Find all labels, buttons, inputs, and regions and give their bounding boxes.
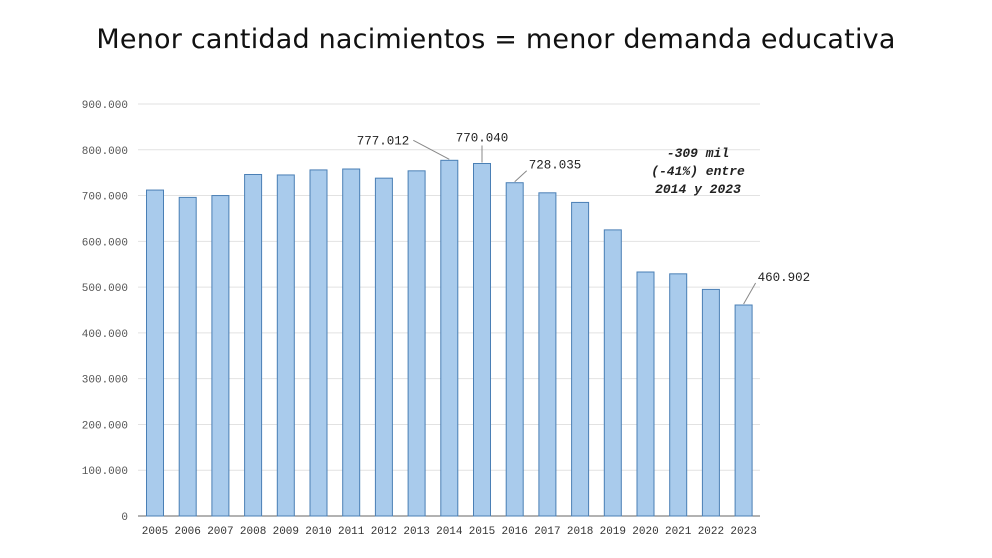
bar-2020	[636, 271, 655, 517]
x-tick-label: 2017	[534, 526, 560, 538]
x-tick-label: 2022	[698, 526, 724, 538]
x-tick-label: 2010	[305, 526, 331, 538]
bar-2005	[146, 189, 164, 517]
bar-2011	[342, 168, 361, 517]
y-tick-label: 900.000	[82, 100, 128, 112]
bar-2009	[276, 174, 295, 517]
chart-title: Menor cantidad nacimientos = menor deman…	[96, 24, 896, 55]
y-tick-label: 500.000	[82, 283, 128, 295]
bar-2018	[571, 201, 590, 517]
bar-2021	[669, 273, 688, 517]
annotation-line: -309 mil	[667, 146, 729, 161]
x-tick-label: 2006	[174, 526, 200, 538]
x-tick-label: 2015	[469, 526, 495, 538]
y-tick-label: 100.000	[82, 466, 128, 478]
bar-2023	[734, 304, 753, 517]
x-tick-label: 2018	[567, 526, 593, 538]
bar-2015	[473, 162, 491, 517]
annotation-note: -309 mil (-41%) entre 2014 y 2023	[651, 146, 745, 197]
bar-2016	[505, 182, 524, 517]
bar-2012	[374, 177, 393, 517]
x-tick-label: 2021	[665, 526, 692, 538]
bars	[146, 159, 753, 517]
bar-2019	[603, 229, 622, 517]
bar-2006	[178, 196, 197, 517]
x-axis-ticks: 2005 2006 2007 2008 2009 2010 2011 2012 2013 2014…	[142, 526, 757, 538]
bar-2007	[211, 195, 230, 517]
bar-2022	[701, 288, 720, 517]
y-tick-label: 0	[121, 512, 128, 524]
data-label-leader	[413, 139, 450, 160]
annotation-line: (-41%) entre	[651, 164, 745, 179]
x-tick-label: 2014	[436, 526, 463, 538]
y-tick-label: 400.000	[82, 329, 128, 341]
annotation-line: 2014 y 2023	[655, 182, 741, 197]
bar-2010	[309, 169, 328, 517]
data-label-2023: 460.902	[758, 271, 811, 285]
bar-2014	[440, 159, 459, 517]
x-tick-label: 2008	[240, 526, 266, 538]
bar-2013	[407, 170, 426, 517]
data-label-2015: 770.040	[456, 131, 509, 145]
x-tick-label: 2019	[600, 526, 626, 538]
bar-2008	[244, 173, 263, 517]
x-tick-label: 2007	[207, 526, 233, 538]
x-tick-label: 2005	[142, 526, 168, 538]
y-tick-label: 200.000	[82, 420, 128, 432]
y-axis-ticks: 0 100.000 200.000 300.000 400.000 500.000 600.…	[82, 100, 128, 524]
x-tick-label: 2009	[273, 526, 299, 538]
data-label-leader	[514, 170, 528, 183]
x-tick-label: 2016	[501, 526, 527, 538]
data-labels: 777.012 770.040 728.035 460.902	[357, 131, 811, 305]
y-tick-label: 300.000	[82, 375, 128, 387]
x-tick-label: 2012	[371, 526, 397, 538]
x-tick-label: 2023	[730, 526, 756, 538]
x-tick-label: 2013	[403, 526, 429, 538]
data-label-2014: 777.012	[357, 134, 410, 148]
bar-2017	[538, 192, 557, 517]
y-tick-label: 700.000	[82, 192, 128, 204]
y-tick-label: 600.000	[82, 237, 128, 249]
data-label-2016: 728.035	[529, 159, 582, 173]
x-tick-label: 2011	[338, 526, 365, 538]
x-tick-label: 2020	[632, 526, 658, 538]
y-tick-label: 800.000	[82, 146, 128, 158]
data-label-leader	[743, 282, 757, 305]
